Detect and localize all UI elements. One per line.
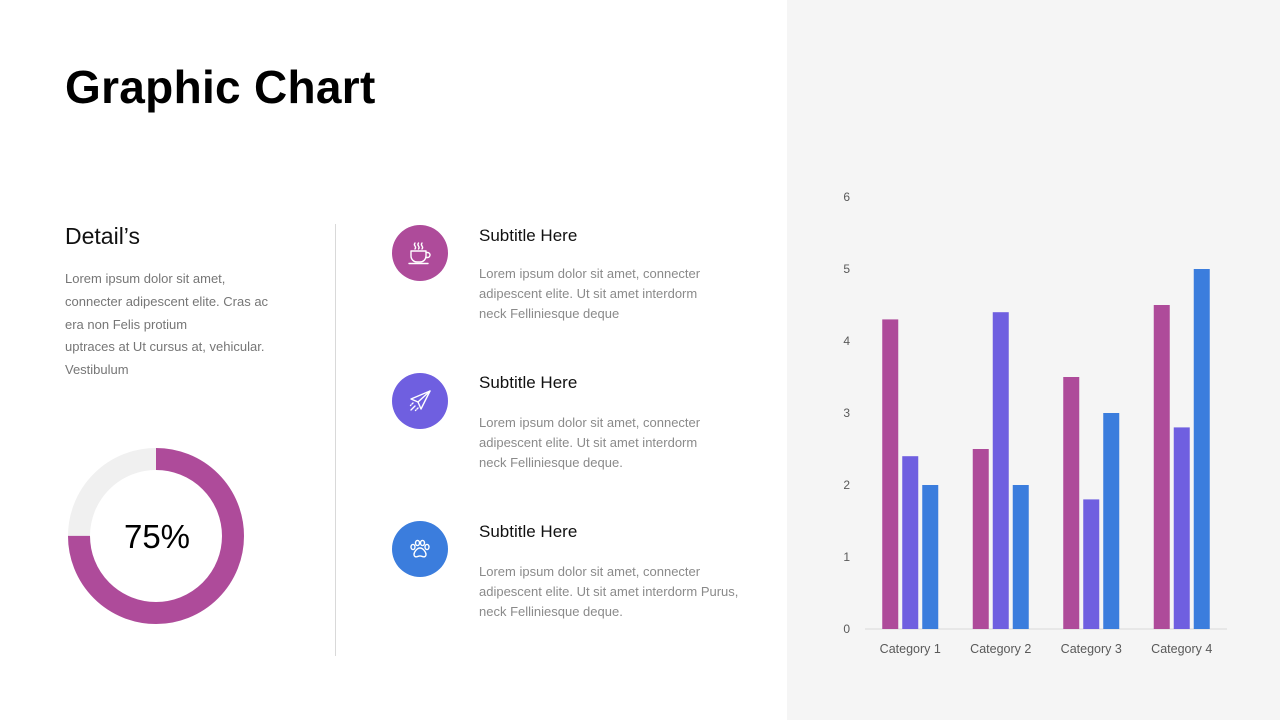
- bar: [992, 312, 1009, 629]
- paper-plane-icon: [392, 373, 448, 429]
- bar: [1083, 499, 1100, 629]
- bar: [1193, 269, 1210, 629]
- feature-desc-line: Lorem ipsum dolor sit amet, connecter: [479, 266, 701, 281]
- chart-panel: 0 1 2 3 4 5 6 Category 1 Category 2 Category 3 Cat…: [787, 0, 1280, 720]
- details-line: era non Felis protium: [65, 316, 188, 332]
- vertical-divider: [335, 224, 336, 656]
- feature-desc-line: Lorem ipsum dolor sit amet, connecter: [479, 415, 701, 430]
- feature-desc-line: neck Felliniesque deque: [479, 306, 620, 321]
- y-tick-label: 4: [843, 334, 850, 348]
- details-text: Lorem ipsum dolor sit amet, connecter ad…: [65, 268, 295, 382]
- bar: [1063, 377, 1080, 629]
- page-title: Graphic Chart: [65, 61, 376, 113]
- bar: [902, 456, 919, 629]
- bar: [882, 319, 899, 629]
- details-heading: Detail’s: [65, 223, 140, 249]
- y-tick-label: 5: [843, 262, 850, 276]
- x-category-label: Category 4: [1151, 642, 1212, 656]
- bar: [1103, 413, 1120, 629]
- y-tick-label: 0: [843, 622, 850, 636]
- x-category-label: Category 1: [880, 642, 941, 656]
- feature-title: Subtitle Here: [479, 522, 578, 541]
- coffee-cup-icon: [392, 225, 448, 281]
- feature-desc-line: adipescent elite. Ut sit amet interdorm: [479, 435, 698, 450]
- feature-desc-line: Lorem ipsum dolor sit amet, connecter: [479, 564, 701, 579]
- bar: [1153, 305, 1170, 629]
- feature-title: Subtitle Here: [479, 226, 578, 245]
- feature-description: Lorem ipsum dolor sit amet, connecter ad…: [479, 413, 769, 473]
- bar: [972, 449, 989, 629]
- details-line: Lorem ipsum dolor sit amet,: [65, 271, 226, 286]
- feature-description: Lorem ipsum dolor sit amet, connecter ad…: [479, 264, 769, 324]
- y-tick-label: 6: [843, 190, 850, 204]
- paw-print-icon: [392, 521, 448, 577]
- feature-desc-line: adipescent elite. Ut sit amet interdorm: [479, 286, 698, 301]
- donut-percent-label: 75%: [123, 517, 191, 555]
- details-line: Vestibulum: [65, 362, 129, 378]
- y-tick-label: 2: [843, 478, 850, 492]
- x-category-label: Category 3: [1061, 642, 1122, 656]
- bar-chart: 0 1 2 3 4 5 6 Category 1 Category 2 Category 3 Cat…: [843, 190, 1227, 656]
- feature-title: Subtitle Here: [479, 373, 578, 392]
- x-category-label: Category 2: [970, 642, 1031, 656]
- feature-desc-line: neck Felliniesque deque.: [479, 604, 623, 619]
- bar: [922, 485, 939, 629]
- y-tick-label: 3: [843, 406, 850, 420]
- bar: [1012, 485, 1029, 629]
- feature-desc-line: neck Felliniesque deque.: [479, 455, 623, 470]
- details-line: uptraces at Ut cursus at, vehicular.: [65, 339, 265, 355]
- feature-description: Lorem ipsum dolor sit amet, connecter ad…: [479, 562, 769, 622]
- donut-chart: [68, 448, 244, 624]
- y-tick-label: 1: [843, 550, 850, 564]
- feature-desc-line: adipescent elite. Ut sit amet interdorm …: [479, 584, 739, 599]
- bar: [1173, 427, 1190, 629]
- donut-progress-arc: [68, 448, 244, 624]
- details-line: connecter adipescent elite. Cras ac: [65, 293, 269, 309]
